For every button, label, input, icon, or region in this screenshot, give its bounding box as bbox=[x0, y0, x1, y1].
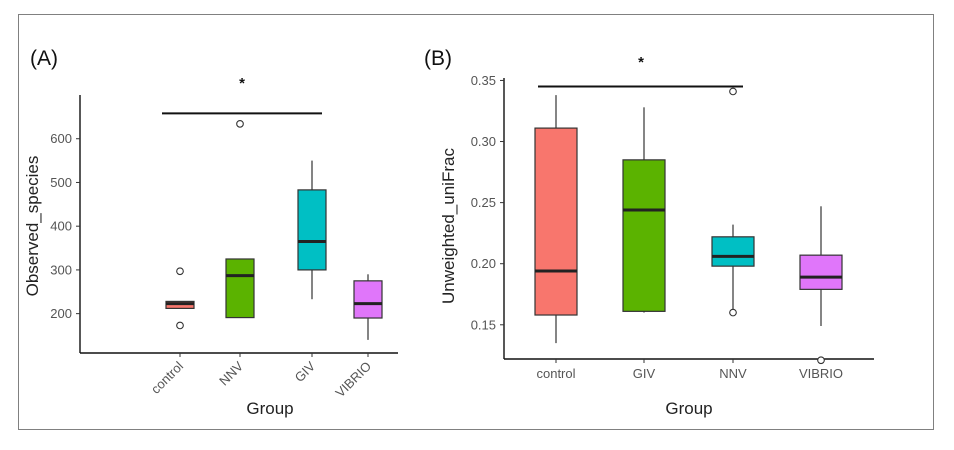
x-axis-label-a: Group bbox=[246, 399, 293, 418]
significance-star-a: * bbox=[239, 75, 245, 92]
x-tick-label-a: control bbox=[148, 358, 186, 396]
outlier-point bbox=[817, 356, 825, 365]
significance-star-b: * bbox=[638, 54, 644, 71]
y-axis-label-a: Observed_species bbox=[23, 156, 42, 297]
y-tick-label-b: 0.25 bbox=[471, 195, 496, 210]
x-tick-label-b: VIBRIO bbox=[799, 366, 843, 381]
y-tick-label-b: 0.30 bbox=[471, 134, 496, 149]
outlier-point bbox=[729, 308, 737, 317]
y-tick-label-a: 200 bbox=[50, 306, 72, 321]
box-control bbox=[534, 127, 578, 316]
box-vibrio bbox=[353, 280, 383, 319]
y-tick-label-a: 400 bbox=[50, 219, 72, 234]
y-axis-label-b: Unweighted_uniFrac bbox=[439, 148, 458, 304]
panel-label-a: (A) bbox=[30, 47, 58, 70]
box-giv bbox=[622, 159, 666, 312]
outlier-point bbox=[729, 87, 737, 96]
x-tick-label-a: GIV bbox=[292, 358, 319, 385]
figure-frame bbox=[18, 14, 934, 430]
y-tick-label-a: 300 bbox=[50, 262, 72, 277]
x-tick-label-b: control bbox=[536, 366, 575, 381]
x-tick-label-a: NNV bbox=[216, 358, 246, 388]
y-tick-label-a: 600 bbox=[50, 131, 72, 146]
y-tick-label-a: 500 bbox=[50, 175, 72, 190]
box-giv bbox=[297, 189, 327, 271]
outlier-point bbox=[236, 120, 244, 128]
box-vibrio bbox=[799, 254, 843, 290]
panel-label-b: (B) bbox=[424, 47, 452, 70]
y-tick-label-b: 0.20 bbox=[471, 256, 496, 271]
outlier-point bbox=[176, 267, 184, 276]
y-tick-label-b: 0.15 bbox=[471, 317, 496, 332]
outlier-point bbox=[176, 321, 184, 330]
box-nnv bbox=[225, 258, 255, 319]
y-tick-label-b: 0.35 bbox=[471, 73, 496, 88]
x-tick-label-a: VIBRIO bbox=[332, 359, 374, 401]
x-tick-label-b: NNV bbox=[719, 366, 747, 381]
x-tick-label-b: GIV bbox=[633, 366, 656, 381]
x-axis-label-b: Group bbox=[665, 399, 712, 418]
box-nnv bbox=[711, 236, 755, 267]
